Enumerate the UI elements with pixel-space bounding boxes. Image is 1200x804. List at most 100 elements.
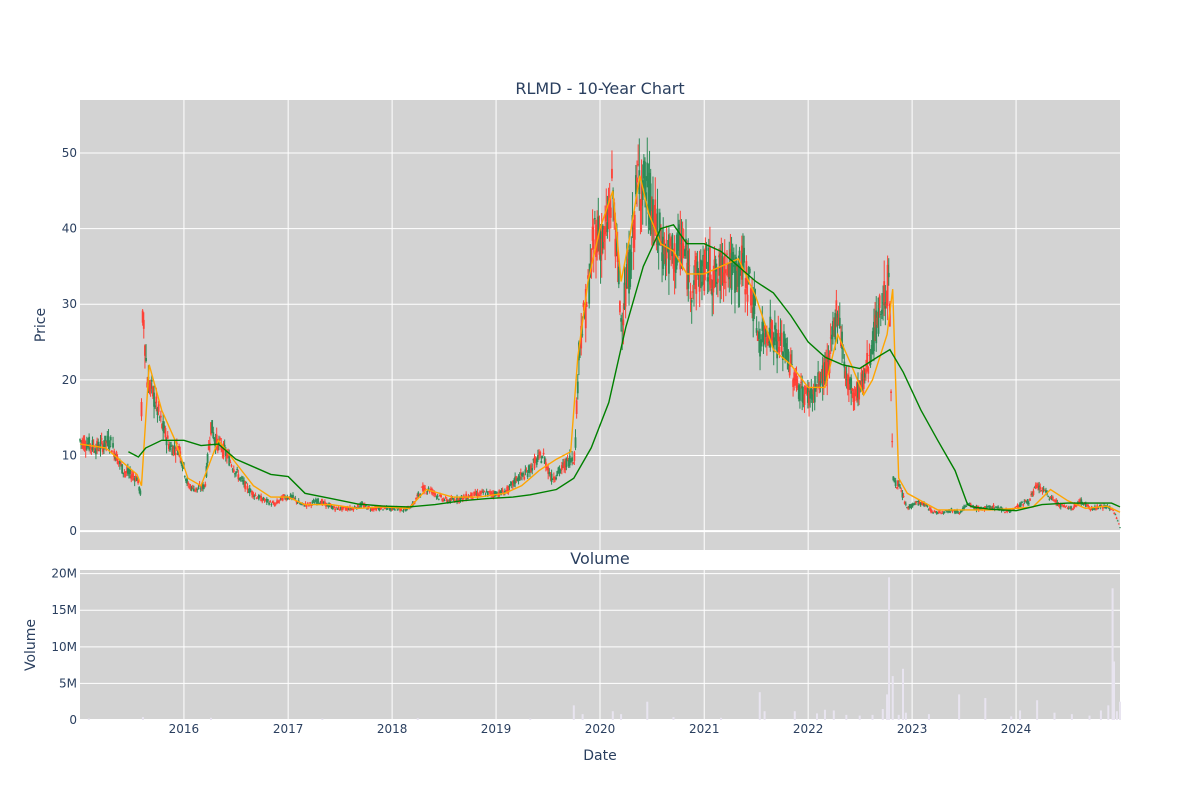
x-axis-label: Date (583, 748, 616, 764)
candle-body-down (844, 371, 847, 379)
candle-body-down (507, 486, 510, 494)
candle-body-down (751, 294, 753, 305)
candle-body-up (185, 478, 187, 481)
candle-body-up (910, 503, 913, 508)
candle-body-down (958, 513, 961, 515)
candle-body-up (721, 255, 724, 266)
candle-body-down (505, 490, 507, 491)
candle-body-down (835, 300, 838, 311)
candle-body-up (755, 328, 758, 333)
candle-body-down (590, 248, 593, 272)
candle-body-up (303, 505, 306, 507)
candle-body-down (357, 503, 359, 508)
candle-body-up (699, 259, 702, 275)
candle-body-up (270, 504, 273, 505)
candle-body-up (1018, 504, 1021, 507)
candle-body-up (881, 309, 883, 314)
candle-body-down (424, 488, 427, 490)
candle-body-down (157, 404, 160, 412)
candle-body-up (248, 487, 251, 494)
candle-body-up (661, 252, 663, 261)
candle-body-down (344, 508, 347, 510)
candle-body-up (702, 254, 704, 267)
volume-bar (793, 711, 796, 720)
x-tick-label: 2020 (585, 722, 616, 736)
candle-body-up (690, 300, 693, 303)
candle-body-up (247, 491, 250, 493)
candle-body-up (129, 469, 132, 474)
candle-body-down (1030, 494, 1033, 496)
candle-body-down (519, 472, 522, 475)
candle-body-up (697, 270, 700, 280)
candle-body-up (648, 172, 651, 225)
candle-body-up (212, 432, 215, 439)
candle-body-up (628, 252, 630, 294)
candle-body-up (901, 492, 904, 498)
candle-body-down (155, 396, 158, 404)
volume-bar (871, 714, 874, 720)
candle-body-down (1024, 499, 1027, 502)
volume-bar (1070, 714, 1073, 720)
candle-body-down (110, 450, 113, 453)
candle-body-down (237, 474, 240, 480)
candle-body-up (1021, 502, 1023, 503)
candle-body-down (1054, 501, 1056, 503)
candle-body-down (1016, 504, 1019, 508)
candle-body-up (625, 264, 628, 288)
candle-body-up (917, 500, 920, 506)
candle-body-down (563, 462, 566, 468)
candle-body-up (994, 506, 997, 508)
candle-body-up (328, 504, 331, 507)
candle-body-up (785, 343, 788, 361)
candle-body-down (418, 493, 421, 495)
candle-body-down (716, 278, 719, 283)
candle-body-down (254, 495, 257, 496)
x-tick-label: 2022 (793, 722, 824, 736)
candle-body-up (99, 441, 102, 450)
candle-body-down (847, 377, 850, 391)
candle-body-down (803, 394, 806, 405)
candle-body-up (649, 183, 652, 235)
candle-body-up (330, 505, 333, 509)
candle-body-up (1059, 503, 1062, 508)
candle-body-up (841, 331, 843, 350)
candle-body-down (278, 500, 281, 502)
candle-body-up (398, 508, 400, 510)
candle-body-down (275, 502, 277, 504)
candle-body-up (1091, 508, 1094, 510)
candle-body-up (571, 457, 573, 462)
x-tick-label: 2023 (897, 722, 928, 736)
candle-body-down (852, 392, 855, 403)
candle-body-down (804, 387, 807, 390)
candle-body-up (975, 506, 978, 511)
candle-body-down (607, 209, 610, 216)
candle-body-down (984, 506, 987, 508)
candle-body-up (671, 234, 674, 257)
candle-body-up (245, 482, 248, 484)
candle-body-up (80, 440, 83, 442)
candle-body-up (879, 314, 882, 316)
candle-body-down (771, 331, 774, 341)
candle-body-up (128, 471, 130, 474)
candle-body-down (200, 484, 203, 488)
candle-body-up (150, 380, 153, 382)
x-tick-label: 2016 (169, 722, 200, 736)
candle-body-up (103, 445, 105, 449)
candle-body-down (105, 440, 108, 444)
candle-body-down (580, 325, 583, 349)
candle-body-up (570, 458, 572, 462)
candle-body-down (669, 238, 671, 247)
candle-body-down (922, 502, 924, 506)
candle-body-up (827, 358, 830, 363)
candle-body-up (597, 216, 600, 239)
candle-body-up (986, 506, 989, 507)
x-tick-label: 2024 (1001, 722, 1032, 736)
candle-body-down (219, 438, 222, 440)
price-y-tick-label: 0 (69, 524, 77, 538)
candle-body-up (193, 488, 195, 492)
candle-body-down (375, 507, 378, 511)
candle-body-down (506, 486, 509, 493)
candle-body-up (300, 503, 302, 505)
candle-body-down (251, 490, 253, 495)
candle-body-down (208, 442, 211, 446)
